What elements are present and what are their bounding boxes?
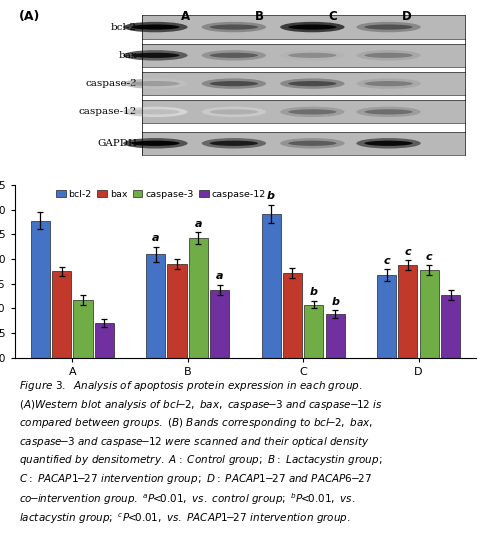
Text: bcl-2: bcl-2 (111, 22, 137, 32)
Text: A: A (181, 10, 190, 23)
Ellipse shape (288, 81, 336, 86)
Ellipse shape (356, 107, 421, 117)
Ellipse shape (202, 138, 266, 149)
Ellipse shape (210, 25, 258, 30)
Ellipse shape (364, 81, 413, 86)
Ellipse shape (356, 50, 421, 61)
Text: b: b (267, 191, 275, 201)
Ellipse shape (288, 141, 336, 146)
Text: C: C (329, 10, 338, 23)
Ellipse shape (288, 109, 336, 115)
Text: caspase-3: caspase-3 (85, 79, 137, 88)
Bar (31, 221, 50, 358)
Text: D: D (402, 10, 412, 23)
Ellipse shape (210, 53, 258, 58)
Text: GAPDH: GAPDH (97, 139, 137, 148)
Ellipse shape (364, 53, 413, 58)
Bar (261, 214, 281, 358)
Ellipse shape (356, 22, 421, 32)
Text: $\mathbf{\mathit{Figure\ 3.}}$$\mathit{\ \ Analysis\ of\ apoptosis\ protein\ exp: $\mathbf{\mathit{Figure\ 3.}}$$\mathit{\… (19, 379, 383, 526)
Bar (304, 305, 323, 358)
Ellipse shape (356, 138, 421, 149)
Text: c: c (383, 256, 390, 266)
Ellipse shape (280, 107, 345, 117)
Ellipse shape (123, 138, 188, 149)
Text: c: c (404, 247, 411, 256)
Text: a: a (152, 233, 159, 243)
Text: (A): (A) (19, 10, 40, 23)
Ellipse shape (280, 78, 345, 89)
Bar (210, 290, 229, 358)
Ellipse shape (280, 138, 345, 149)
Text: a: a (216, 271, 224, 281)
Text: b: b (331, 297, 339, 307)
Ellipse shape (288, 25, 336, 30)
Ellipse shape (364, 25, 413, 30)
Bar (399, 265, 417, 358)
Ellipse shape (131, 25, 179, 30)
Ellipse shape (131, 109, 179, 115)
Text: c: c (426, 252, 433, 261)
Ellipse shape (202, 78, 266, 89)
Ellipse shape (123, 78, 188, 89)
Bar (141, 72, 465, 95)
Bar (377, 276, 396, 358)
Legend: bcl-2, bax, caspase-3, caspase-12: bcl-2, bax, caspase-3, caspase-12 (56, 190, 266, 199)
Bar (141, 132, 465, 155)
Bar (95, 323, 114, 358)
Text: caspase-12: caspase-12 (79, 107, 137, 116)
Ellipse shape (131, 141, 179, 146)
Ellipse shape (364, 109, 413, 115)
Ellipse shape (202, 50, 266, 61)
Ellipse shape (280, 22, 345, 32)
Bar (141, 15, 465, 39)
Bar (141, 100, 465, 123)
Ellipse shape (123, 107, 188, 117)
Text: B: B (255, 10, 264, 23)
Bar (283, 273, 302, 358)
Bar (141, 44, 465, 67)
Ellipse shape (356, 78, 421, 89)
Bar (419, 270, 439, 358)
Bar (73, 300, 92, 358)
Text: b: b (310, 287, 318, 297)
Bar (189, 238, 208, 358)
Bar (168, 264, 187, 358)
Ellipse shape (123, 22, 188, 32)
Bar (146, 254, 165, 358)
Ellipse shape (131, 53, 179, 58)
Text: bax: bax (118, 51, 137, 60)
Ellipse shape (131, 81, 179, 86)
Bar (326, 315, 345, 358)
Bar (52, 271, 71, 358)
Ellipse shape (364, 141, 413, 146)
Ellipse shape (280, 50, 345, 61)
Bar (441, 295, 460, 358)
Ellipse shape (202, 107, 266, 117)
Ellipse shape (210, 81, 258, 86)
Ellipse shape (202, 22, 266, 32)
Text: a: a (195, 219, 202, 229)
Ellipse shape (210, 109, 258, 115)
Ellipse shape (288, 53, 336, 58)
Ellipse shape (123, 50, 188, 61)
Ellipse shape (210, 141, 258, 146)
